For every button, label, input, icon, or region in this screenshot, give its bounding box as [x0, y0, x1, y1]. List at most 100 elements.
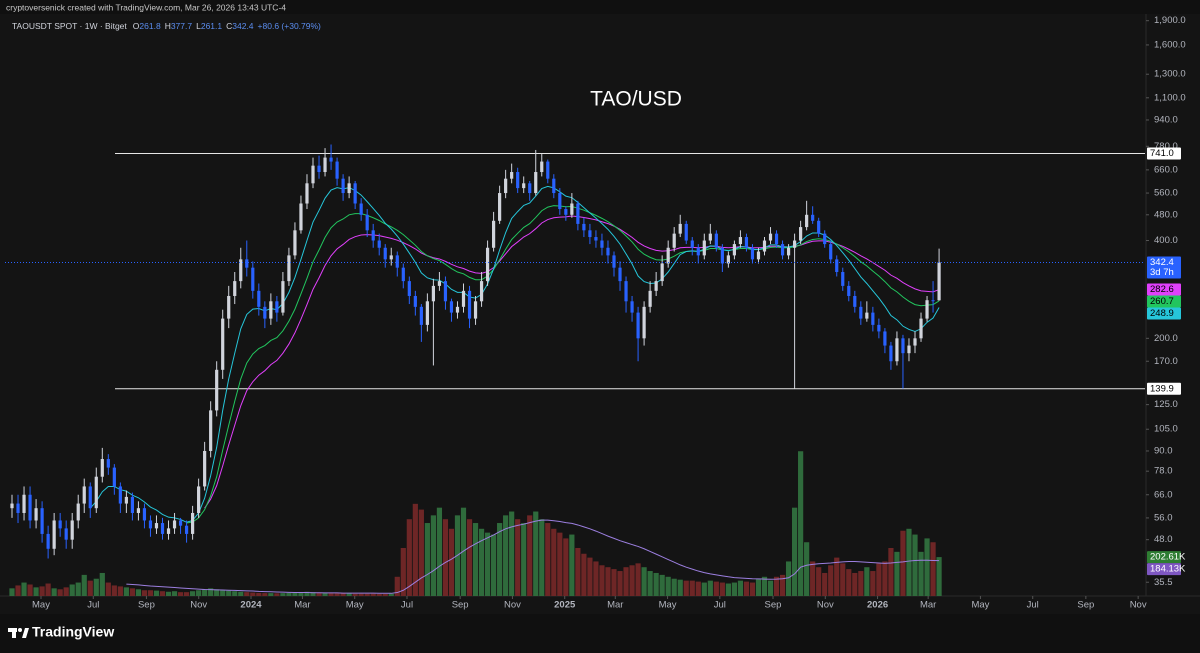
volume-bar [755, 578, 762, 596]
candle-body [251, 267, 255, 291]
candle-body [636, 312, 640, 339]
volume-bar [629, 565, 635, 596]
candle-body [811, 214, 815, 221]
candle-body [889, 345, 893, 362]
x-tick-label: Jul [87, 600, 99, 611]
volume-bar [268, 593, 274, 596]
candle-body [142, 508, 147, 521]
volume-bar [743, 581, 750, 596]
volume-bar [75, 582, 81, 596]
candle-body [377, 240, 381, 248]
volume-bar [822, 572, 828, 596]
x-tick-label: Sep [1077, 600, 1094, 611]
volume-bar [924, 538, 930, 596]
volume-ma-line [126, 519, 940, 594]
candle-body [726, 255, 730, 264]
volume-bar [117, 586, 123, 596]
candle-body [82, 486, 86, 504]
volume-bar [442, 519, 449, 596]
candle-body [738, 237, 743, 245]
volume-bar [852, 572, 858, 596]
volume-bar [45, 583, 51, 596]
candle-body [52, 520, 56, 549]
candle-body [660, 263, 664, 282]
volume-bar [256, 592, 262, 596]
volume-bar [21, 582, 27, 596]
candle-body [130, 496, 134, 513]
candle-body [10, 503, 14, 509]
volume-bar [509, 511, 515, 596]
y-tick-label: 90.0 [1154, 445, 1173, 456]
candle-body [919, 318, 923, 339]
volume-bar [159, 591, 166, 596]
candle-body [516, 172, 520, 189]
candle-body [895, 338, 899, 362]
x-tick-label: May [971, 600, 989, 611]
legend: TAOUSDT SPOT · 1W · Bitget O261.8 H377.7 L2… [12, 21, 321, 31]
candle-body [323, 157, 327, 173]
y-tick-label: 1,600.0 [1154, 39, 1186, 50]
candle-body [702, 240, 706, 256]
volume-bar [888, 548, 894, 596]
y-tick-label: 940.0 [1154, 114, 1178, 125]
logo-stem [12, 628, 16, 638]
tradingview-logo [8, 628, 29, 638]
volume-bar [304, 591, 310, 596]
candle-body [612, 255, 616, 268]
candle-body [287, 255, 291, 282]
candle-body [106, 459, 110, 468]
level-badge [1147, 382, 1181, 395]
candle-body [401, 267, 405, 282]
candle-body [805, 214, 809, 228]
x-tick-label: Jul [1027, 600, 1039, 611]
volume-bar [912, 534, 918, 596]
candle-body [756, 251, 761, 260]
volume-bar [177, 592, 184, 596]
volume-bar [388, 593, 394, 596]
candle-body [588, 230, 592, 238]
volume-ma-badge-text: 184.13K [1150, 564, 1186, 575]
candle-body [341, 178, 345, 194]
volume-bar [870, 571, 876, 596]
x-tick-label: Sep [138, 600, 155, 611]
candle-body [34, 508, 38, 521]
candle-body [847, 285, 851, 296]
volume-bar [99, 572, 105, 596]
volume-bar [569, 534, 575, 596]
candle-body [311, 165, 315, 184]
volume-bar [220, 590, 226, 596]
volume-bar [858, 571, 864, 596]
volume-bar [599, 565, 605, 596]
volume-bar [316, 592, 322, 596]
volume-bar [773, 576, 780, 596]
volume-bar [623, 567, 629, 596]
candle-body [540, 161, 544, 173]
candle-body [100, 459, 104, 477]
volume-bar [521, 523, 527, 596]
volume-bar [190, 591, 196, 596]
volume-bar [557, 532, 563, 596]
candle-body [786, 247, 791, 256]
volume-bar [936, 557, 942, 596]
volume-bar [466, 519, 473, 596]
x-tick-label: May [659, 600, 677, 611]
volume-bar [262, 593, 268, 596]
volume-bar [611, 569, 617, 596]
moving-average-line [186, 205, 940, 524]
candle-body [245, 259, 249, 268]
volume-bar [647, 571, 653, 596]
y-tick-label: 400.0 [1154, 235, 1178, 246]
volume-bar [779, 574, 786, 596]
candle-body [148, 520, 153, 529]
candle-body [558, 193, 562, 210]
candle-body [94, 476, 98, 509]
volume-bar [659, 574, 665, 596]
x-tick-label: May [346, 600, 364, 611]
y-tick-label: 1,900.0 [1154, 15, 1186, 26]
volume-bar [785, 561, 792, 596]
volume-bar [665, 576, 671, 596]
candle-body [389, 255, 393, 260]
volume-bar [418, 509, 424, 596]
candle-body [136, 508, 141, 513]
